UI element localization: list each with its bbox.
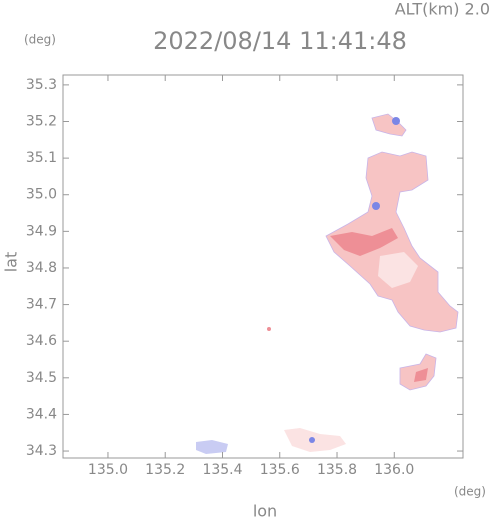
y-tick-label: 34.6 [26,333,57,349]
chart-title: 2022/08/14 11:41:48 [153,27,407,55]
x-unit: (deg) [454,485,486,499]
echo-weak [378,252,418,288]
echo-negative [196,440,228,454]
echo-core [414,368,428,382]
y-tick-label: 34.7 [26,297,57,313]
x-tick-label: 135.8 [317,462,357,478]
y-tick-label: 34.4 [26,406,57,422]
echo-area [325,151,459,333]
x-tick-label: 135.4 [202,462,242,478]
y-unit: (deg) [24,33,56,47]
echo-core [267,327,271,331]
y-tick-label: 34.3 [26,443,57,459]
echo-area [371,113,407,137]
echo-negative [372,202,380,210]
y-axis-label: lat [2,252,21,273]
echo-negative [392,117,400,125]
x-tick-label: 135.6 [260,462,300,478]
echo-negative [309,437,315,443]
plot-frame [62,74,464,459]
y-tick-label: 35.2 [26,114,57,130]
y-tick-label: 34.8 [26,260,57,276]
echo-core [330,228,398,256]
subtitle: ALT(km) 2.0 [395,0,490,19]
x-tick-label: 135.2 [145,462,185,478]
y-tick-label: 34.5 [26,370,57,386]
x-axis-label: lon [253,502,277,521]
y-tick-label: 35.1 [26,150,57,166]
y-tick-label: 35.0 [26,187,57,203]
x-tick-label: 136.0 [374,462,414,478]
radar-echoes [196,113,459,454]
y-tick-label: 34.9 [26,223,57,239]
y-tick-label: 35.3 [26,77,57,93]
x-tick-label: 135.0 [88,462,128,478]
